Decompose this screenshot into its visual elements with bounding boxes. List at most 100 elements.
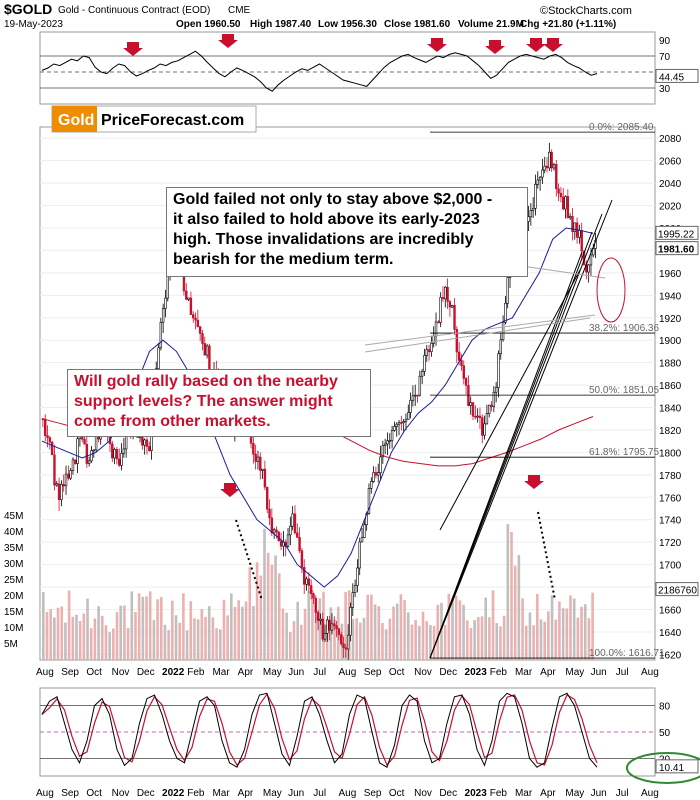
volume-bar (473, 619, 476, 660)
candle-body (46, 435, 49, 438)
volume-tick-label: 5M (4, 639, 18, 650)
volume-bar (381, 623, 384, 660)
volume-bar (432, 626, 436, 660)
candle-body (555, 164, 558, 190)
volume-bar (218, 629, 222, 660)
candle-body (457, 351, 461, 361)
volume-bar (517, 555, 521, 660)
volume-bar (222, 599, 226, 660)
candle-body (185, 290, 188, 300)
candle-body (464, 378, 468, 386)
candle-body (196, 319, 200, 327)
candle-body (552, 164, 556, 169)
volume-bar (230, 593, 233, 660)
candle-body (374, 472, 378, 476)
candle-body (268, 508, 271, 519)
candle-body (587, 264, 590, 273)
volume-bar (178, 622, 182, 660)
candle-body (298, 537, 301, 551)
volume-bar (454, 595, 458, 660)
bearish-annotation: Gold failed not only to stay above $2,00… (166, 187, 528, 277)
candle-body (55, 483, 58, 486)
x-axis-label: Oct (389, 667, 405, 678)
x-axis-label: Jun (288, 667, 304, 678)
price-tick-label: 1860 (659, 381, 682, 392)
candle-body (451, 305, 454, 308)
candle-body (346, 634, 350, 650)
volume-bar (134, 612, 137, 660)
candle-body (455, 329, 459, 353)
price-tick-label: 1620 (659, 650, 682, 661)
volume-bar (429, 625, 432, 660)
candle-body (71, 459, 75, 471)
x-axis-label: May (565, 667, 584, 678)
candle-body (548, 151, 551, 169)
price-tick-label: 1880 (659, 359, 682, 370)
candle-body (83, 438, 86, 445)
candle-body (534, 184, 537, 209)
volume-bar (300, 624, 303, 660)
candle-body (478, 415, 482, 418)
volume-bar (215, 628, 218, 660)
volume-bar (377, 606, 381, 660)
x-axis-label-bottom: Oct (389, 788, 405, 799)
volume-bar (152, 620, 156, 660)
rsi-tick-label: 70 (659, 52, 671, 63)
x-axis-label-bottom: Aug (339, 788, 357, 799)
volume-bar (355, 618, 358, 660)
volume-bar (75, 614, 78, 660)
volume-bar (532, 625, 535, 660)
candle-body (370, 481, 373, 489)
candle-body (145, 439, 149, 447)
volume-bar (86, 598, 89, 660)
candle-body (559, 192, 563, 198)
x-axis-label-bottom: Nov (414, 788, 432, 799)
x-axis-label-bottom: Oct (86, 788, 102, 799)
rsi-value-box (655, 68, 699, 83)
rally-line-2: support levels? The answer might (74, 393, 333, 410)
volume-tick-label: 20M (4, 591, 23, 602)
candle-body (566, 196, 570, 219)
candle-body (494, 387, 498, 393)
chart-exchange: CME (228, 5, 251, 16)
candle-body (557, 188, 560, 194)
candle-body (205, 345, 209, 356)
candle-body (115, 449, 119, 460)
callout-connector (514, 264, 606, 279)
volume-bar (296, 601, 299, 660)
volume-bar (104, 625, 108, 660)
volume-bar (528, 612, 532, 660)
volume-tick-label: 25M (4, 575, 23, 586)
ohlc-open: Open 1960.50 (176, 19, 241, 30)
fib-level-label: 38.2%: 1906.36 (589, 323, 659, 334)
volume-bar (270, 564, 274, 660)
volume-bar (366, 594, 370, 660)
volume-bar (277, 573, 281, 660)
candle-body (395, 423, 398, 427)
candle-body (321, 618, 324, 640)
logo-site: PriceForecast.com (101, 112, 244, 129)
volume-bar (303, 608, 307, 660)
volume-bar (307, 591, 311, 660)
bearish-line-3: high. Those invalidations are incredibly (173, 231, 474, 248)
candle-body (474, 415, 477, 418)
volume-bar (325, 625, 329, 660)
x-axis-label-bottom: Jul (616, 788, 629, 799)
down-arrow (218, 34, 238, 48)
x-axis-label-bottom: Dec (439, 788, 457, 799)
rally-line-1: Will gold rally based on the nearby (74, 373, 338, 390)
volume-bar (100, 615, 104, 660)
candle-body (113, 449, 116, 459)
volume-bar (410, 624, 414, 660)
x-axis-label: Dec (137, 667, 155, 678)
candle-body (578, 229, 581, 238)
price-tick-label: 1760 (659, 493, 682, 504)
volume-bar (67, 590, 71, 660)
stoch-tick-label: 50 (659, 728, 671, 739)
volume-bar (193, 618, 196, 660)
volume-bar (521, 598, 524, 660)
candle-body (314, 597, 317, 613)
candle-body (469, 402, 472, 406)
candle-body (111, 443, 114, 459)
candle-body (543, 165, 546, 171)
